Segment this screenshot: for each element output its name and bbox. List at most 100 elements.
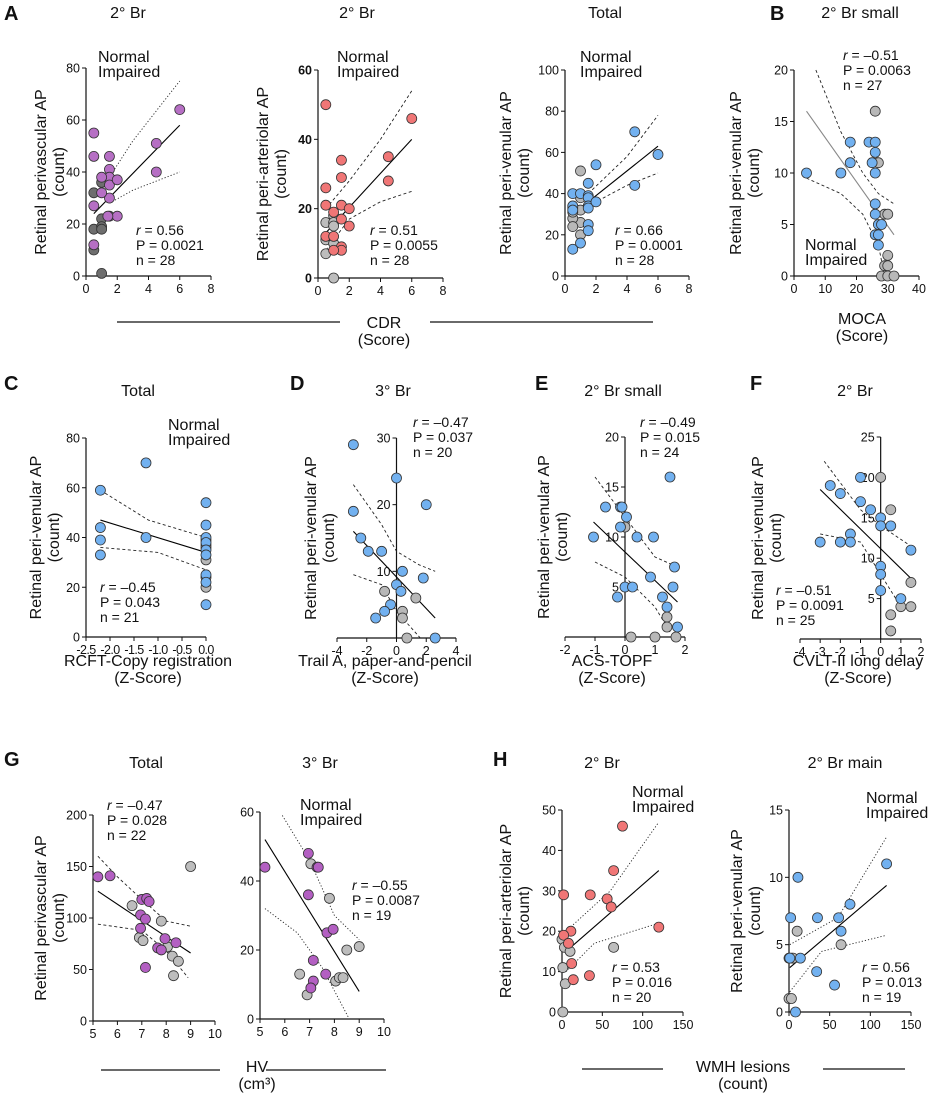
- impaired-point: [645, 571, 656, 583]
- r-value: = –0.51: [781, 582, 832, 598]
- impaired-point: [616, 501, 628, 513]
- regression-line: [789, 884, 887, 968]
- stat-line: P = 0.0021: [136, 237, 204, 253]
- legend-normal: Normal: [98, 49, 150, 66]
- impaired-point: [102, 210, 114, 222]
- impaired-point: [200, 549, 212, 561]
- impaired-point: [824, 480, 836, 491]
- y-tick-label: 60: [298, 64, 312, 78]
- stat-line: P = 0.015: [640, 429, 700, 445]
- impaired-point: [111, 210, 123, 222]
- impaired-point: [869, 136, 881, 148]
- x-tick-label: 30: [881, 282, 895, 296]
- x-tick-label: 0.0: [198, 643, 214, 657]
- legend-normal: Normal: [805, 237, 857, 254]
- impaired-point: [320, 182, 332, 194]
- impaired-point: [391, 472, 402, 484]
- impaired-point: [96, 187, 108, 199]
- impaired-point: [582, 177, 594, 189]
- normal-point: [294, 968, 306, 980]
- impaired-point: [612, 591, 623, 603]
- ci-upper-band: [109, 80, 181, 178]
- x-tick-label: 4: [624, 282, 631, 296]
- x-axis-label: (Score): [836, 328, 888, 345]
- impaired-point: [343, 220, 355, 232]
- ci-upper-band: [565, 821, 660, 932]
- impaired-point: [95, 534, 106, 546]
- y-tick-label: 0: [247, 1013, 254, 1027]
- impaired-point: [174, 104, 186, 115]
- impaired-point: [140, 457, 152, 469]
- normal-point: [670, 631, 682, 643]
- y-tick-label: 200: [66, 809, 87, 823]
- impaired-point: [872, 239, 884, 251]
- stat-line: P = 0.0063: [843, 62, 911, 78]
- panel-letter: B: [770, 3, 784, 25]
- stat-line: r = 0.56: [136, 222, 184, 238]
- impaired-point: [111, 174, 123, 186]
- y-tick-label: 50: [73, 963, 87, 977]
- panel-title: 3° Br: [375, 383, 411, 400]
- normal-point: [96, 223, 108, 235]
- ci-upper-band: [587, 115, 659, 194]
- x-tick-label: 0: [562, 282, 569, 296]
- impaired-point: [566, 958, 578, 969]
- r-symbol: r: [413, 414, 419, 430]
- normal-point: [882, 208, 894, 220]
- x-tick-label: 6: [114, 1027, 121, 1041]
- normal-point: [575, 165, 586, 177]
- impaired-point: [88, 200, 100, 212]
- impaired-point: [88, 150, 100, 162]
- normal-point: [96, 267, 108, 279]
- x-tick-label: 20: [850, 282, 864, 296]
- impaired-point: [420, 499, 432, 511]
- impaired-point: [302, 889, 314, 901]
- impaired-point: [905, 544, 917, 556]
- impaired-point: [652, 149, 664, 160]
- x-tick-label: 2: [423, 644, 430, 658]
- impaired-point: [584, 970, 595, 982]
- impaired-point: [794, 952, 806, 964]
- impaired-point: [140, 532, 152, 543]
- x-tick-label: -3: [815, 645, 826, 659]
- x-axis-label: ACS-TOPF: [572, 653, 653, 670]
- x-tick-label: -2: [559, 643, 570, 657]
- regression-line: [100, 519, 207, 553]
- legend-impaired: Impaired: [168, 432, 230, 449]
- y-tick-label: 80: [66, 62, 80, 76]
- stat-line: n = 20: [413, 444, 453, 460]
- impaired-point: [875, 568, 887, 580]
- panel-c: Total -2.5 -2.0 -1.5 -1.0 -0.5 0.0 0 20 40 60 80 Ret…: [28, 383, 232, 687]
- normal-point: [379, 585, 391, 597]
- stat-line: r = –0.45: [100, 579, 156, 595]
- impaired-point: [327, 923, 339, 935]
- legend-normal: Normal: [300, 797, 352, 814]
- impaired-point: [382, 151, 394, 163]
- normal-point: [885, 609, 897, 621]
- ci-upper-band: [281, 815, 360, 940]
- y-axis-label: (count): [51, 147, 68, 197]
- y-tick-label: 80: [66, 432, 80, 446]
- impaired-point: [876, 219, 887, 230]
- impaired-point: [615, 521, 626, 533]
- impaired-point: [406, 113, 418, 124]
- stat-line: r = –0.55: [352, 877, 408, 893]
- stat-line: n = 19: [862, 989, 902, 1005]
- normal-point: [185, 861, 197, 872]
- impaired-point: [567, 243, 579, 255]
- x-tick-label: -0.5: [172, 643, 192, 657]
- normal-point: [341, 944, 353, 956]
- panel-title: 2° Br: [584, 755, 620, 772]
- y-tick-label: 20: [377, 498, 391, 512]
- normal-point: [661, 611, 673, 623]
- x-tick-label: 50: [823, 1018, 837, 1032]
- ci-upper-band: [352, 484, 436, 572]
- normal-point: [882, 260, 894, 272]
- x-axis-label: (Z-Score): [114, 670, 182, 687]
- stat-line: r = –0.47: [413, 414, 469, 430]
- normal-point: [875, 471, 887, 483]
- impaired-point: [664, 471, 676, 483]
- y-axis-label: (count): [516, 148, 533, 198]
- stat-line: P = 0.0091: [776, 597, 844, 613]
